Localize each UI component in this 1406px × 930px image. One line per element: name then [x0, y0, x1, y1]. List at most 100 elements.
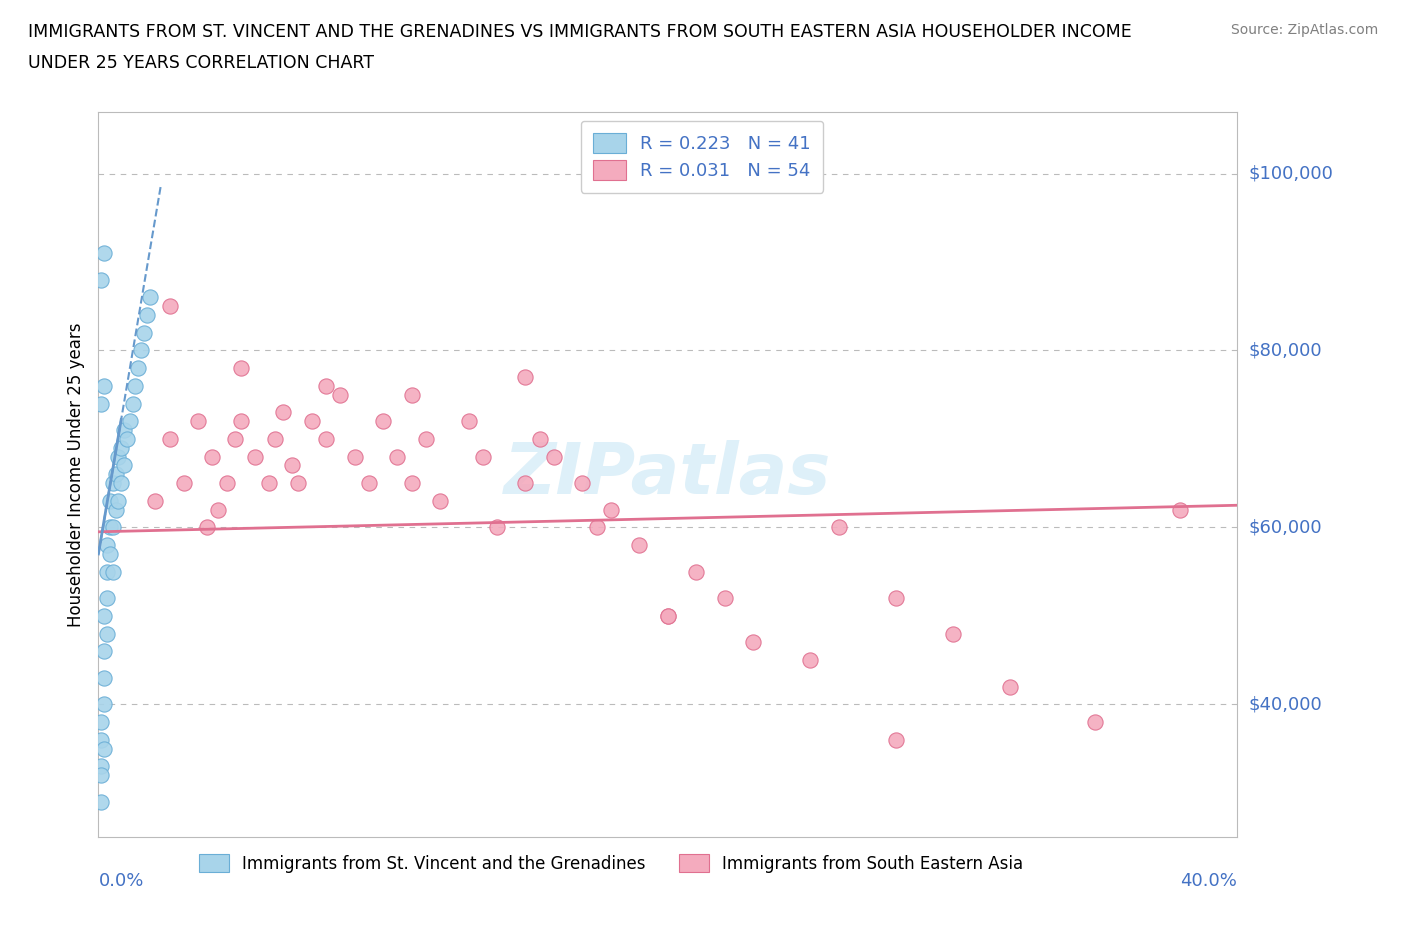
- Point: [828, 520, 851, 535]
- Text: 0.0%: 0.0%: [98, 871, 143, 890]
- Point: [343, 449, 366, 464]
- Point: [429, 494, 451, 509]
- Point: [121, 396, 143, 411]
- Point: [115, 432, 138, 446]
- Point: [107, 449, 129, 464]
- Point: [96, 538, 118, 552]
- Point: [207, 502, 229, 517]
- Point: [93, 608, 115, 623]
- Point: [90, 272, 112, 287]
- Point: [101, 476, 124, 491]
- Point: [357, 476, 380, 491]
- Point: [90, 714, 112, 729]
- Point: [215, 476, 238, 491]
- Point: [201, 449, 224, 464]
- Point: [159, 432, 181, 446]
- Point: [93, 741, 115, 756]
- Text: $100,000: $100,000: [1249, 165, 1333, 182]
- Point: [90, 759, 112, 774]
- Point: [118, 414, 141, 429]
- Point: [529, 432, 551, 446]
- Point: [515, 369, 537, 384]
- Point: [329, 387, 352, 402]
- Point: [173, 476, 195, 491]
- Point: [457, 414, 479, 429]
- Point: [112, 422, 135, 437]
- Point: [138, 290, 160, 305]
- Point: [93, 697, 115, 711]
- Point: [486, 520, 509, 535]
- Point: [942, 626, 965, 641]
- Point: [373, 414, 395, 429]
- Point: [195, 520, 218, 535]
- Text: ZIPatlas: ZIPatlas: [505, 440, 831, 509]
- Point: [112, 458, 135, 472]
- Y-axis label: Householder Income Under 25 years: Householder Income Under 25 years: [66, 322, 84, 627]
- Point: [187, 414, 209, 429]
- Text: UNDER 25 YEARS CORRELATION CHART: UNDER 25 YEARS CORRELATION CHART: [28, 54, 374, 72]
- Point: [471, 449, 494, 464]
- Point: [90, 396, 112, 411]
- Point: [124, 379, 146, 393]
- Point: [159, 299, 181, 313]
- Point: [515, 476, 537, 491]
- Point: [628, 538, 651, 552]
- Point: [96, 565, 118, 579]
- Point: [543, 449, 565, 464]
- Point: [401, 387, 423, 402]
- Point: [93, 644, 115, 658]
- Point: [998, 679, 1021, 694]
- Point: [96, 626, 118, 641]
- Text: Source: ZipAtlas.com: Source: ZipAtlas.com: [1230, 23, 1378, 37]
- Point: [387, 449, 409, 464]
- Point: [104, 502, 127, 517]
- Point: [104, 467, 127, 482]
- Point: [571, 476, 593, 491]
- Point: [107, 494, 129, 509]
- Point: [657, 608, 679, 623]
- Point: [884, 732, 907, 747]
- Point: [281, 458, 304, 472]
- Point: [415, 432, 437, 446]
- Text: $80,000: $80,000: [1249, 341, 1322, 360]
- Point: [229, 414, 252, 429]
- Point: [110, 440, 132, 455]
- Point: [90, 732, 112, 747]
- Legend: Immigrants from St. Vincent and the Grenadines, Immigrants from South Eastern As: Immigrants from St. Vincent and the Gren…: [193, 847, 1029, 880]
- Point: [101, 520, 124, 535]
- Point: [98, 547, 121, 562]
- Point: [135, 308, 157, 323]
- Point: [129, 343, 152, 358]
- Point: [98, 520, 121, 535]
- Point: [714, 591, 737, 605]
- Point: [243, 449, 266, 464]
- Point: [585, 520, 607, 535]
- Point: [1084, 714, 1107, 729]
- Point: [685, 565, 707, 579]
- Point: [401, 476, 423, 491]
- Point: [315, 379, 337, 393]
- Point: [132, 326, 155, 340]
- Point: [315, 432, 337, 446]
- Point: [600, 502, 623, 517]
- Text: 40.0%: 40.0%: [1181, 871, 1237, 890]
- Point: [657, 608, 679, 623]
- Point: [98, 494, 121, 509]
- Point: [301, 414, 323, 429]
- Point: [96, 591, 118, 605]
- Point: [1170, 502, 1192, 517]
- Point: [93, 671, 115, 685]
- Point: [229, 361, 252, 376]
- Point: [110, 476, 132, 491]
- Point: [90, 794, 112, 809]
- Point: [224, 432, 246, 446]
- Text: IMMIGRANTS FROM ST. VINCENT AND THE GRENADINES VS IMMIGRANTS FROM SOUTH EASTERN : IMMIGRANTS FROM ST. VINCENT AND THE GREN…: [28, 23, 1132, 41]
- Text: $60,000: $60,000: [1249, 518, 1322, 537]
- Point: [90, 767, 112, 782]
- Point: [101, 565, 124, 579]
- Point: [93, 379, 115, 393]
- Point: [93, 246, 115, 260]
- Text: $40,000: $40,000: [1249, 696, 1322, 713]
- Point: [884, 591, 907, 605]
- Point: [799, 653, 821, 668]
